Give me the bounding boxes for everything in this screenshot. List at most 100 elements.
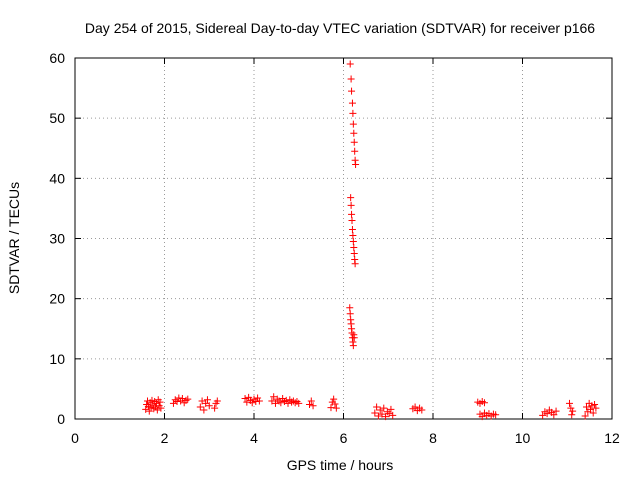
data-point xyxy=(213,397,221,405)
data-point xyxy=(478,413,486,421)
data-point xyxy=(348,225,356,233)
data-point xyxy=(275,397,283,405)
x-tick-label: 10 xyxy=(515,430,531,446)
y-tick-label: 60 xyxy=(49,50,65,66)
data-point xyxy=(567,404,575,412)
data-point xyxy=(382,413,390,421)
data-point xyxy=(293,398,301,406)
y-tick-label: 0 xyxy=(57,411,65,427)
x-tick-label: 2 xyxy=(161,430,169,446)
data-point xyxy=(252,398,260,406)
data-point xyxy=(347,194,355,202)
data-point xyxy=(347,75,355,83)
data-point xyxy=(348,99,356,107)
y-tick-label: 40 xyxy=(49,170,65,186)
data-point xyxy=(350,129,358,137)
data-point xyxy=(385,410,393,418)
data-point xyxy=(371,409,379,417)
data-point xyxy=(565,399,573,407)
data-point xyxy=(552,407,560,415)
chart-title: Day 254 of 2015, Sidereal Day-to-day VTE… xyxy=(85,20,595,36)
data-point xyxy=(184,395,192,403)
data-point xyxy=(277,399,285,407)
data-point xyxy=(153,406,161,414)
data-point xyxy=(150,405,158,413)
data-point xyxy=(349,120,357,128)
y-tick-label: 20 xyxy=(49,291,65,307)
data-point xyxy=(151,398,159,406)
data-point xyxy=(157,404,165,412)
data-point xyxy=(389,411,397,419)
data-point xyxy=(295,399,303,407)
y-axis-label: SDTVAR / TECUs xyxy=(6,182,22,294)
x-axis-label: GPS time / hours xyxy=(287,457,394,473)
data-point xyxy=(291,399,299,407)
data-point xyxy=(346,310,354,318)
y-tick-label: 50 xyxy=(49,110,65,126)
data-point xyxy=(143,401,151,409)
data-point xyxy=(178,395,186,403)
data-point xyxy=(307,397,315,405)
data-point xyxy=(196,403,204,411)
data-point xyxy=(349,231,357,239)
data-point xyxy=(173,398,181,406)
data-point xyxy=(211,404,219,412)
axis-tick-labels: 0 2 4 6 8 10 12 0 10 20 30 40 50 60 xyxy=(49,50,620,446)
data-point xyxy=(273,395,281,403)
data-point xyxy=(592,404,600,412)
data-points xyxy=(142,60,600,421)
data-point xyxy=(587,405,595,413)
data-point xyxy=(352,160,360,168)
data-point xyxy=(200,406,208,414)
data-point xyxy=(241,395,249,403)
data-point xyxy=(351,260,359,268)
data-point xyxy=(332,404,340,412)
data-point xyxy=(591,401,599,409)
data-point xyxy=(373,403,381,411)
data-point xyxy=(480,399,488,407)
data-point xyxy=(380,404,388,412)
data-point xyxy=(349,342,357,350)
y-tick-label: 10 xyxy=(49,351,65,367)
data-point xyxy=(202,399,210,407)
data-point xyxy=(171,396,179,404)
data-point xyxy=(543,410,551,418)
data-point xyxy=(351,147,359,155)
data-point xyxy=(169,399,177,407)
data-point xyxy=(243,398,251,406)
data-point xyxy=(581,412,589,420)
data-point xyxy=(539,411,547,419)
data-point xyxy=(376,406,384,414)
data-point xyxy=(582,403,590,411)
x-tick-label: 6 xyxy=(340,430,348,446)
data-point xyxy=(330,395,338,403)
data-point xyxy=(152,403,160,411)
data-point xyxy=(383,408,391,416)
data-point xyxy=(350,244,358,252)
data-point xyxy=(245,393,253,401)
data-point xyxy=(374,412,382,420)
data-point xyxy=(418,406,426,414)
data-point xyxy=(387,405,395,413)
data-point xyxy=(350,138,358,146)
data-point xyxy=(289,397,297,405)
data-point xyxy=(288,398,296,406)
data-point xyxy=(254,394,262,402)
data-point xyxy=(271,399,279,407)
data-point xyxy=(492,411,500,419)
data-point xyxy=(411,403,419,411)
data-point xyxy=(255,397,263,405)
data-point xyxy=(198,397,206,405)
data-point xyxy=(205,402,213,410)
data-point xyxy=(346,60,354,68)
data-point xyxy=(203,396,211,404)
data-point xyxy=(145,407,153,415)
data-point xyxy=(347,201,355,209)
data-point xyxy=(589,409,597,417)
data-point xyxy=(378,410,386,418)
data-point xyxy=(349,109,357,117)
data-point xyxy=(348,210,356,218)
data-point xyxy=(280,398,288,406)
data-point xyxy=(248,399,256,407)
